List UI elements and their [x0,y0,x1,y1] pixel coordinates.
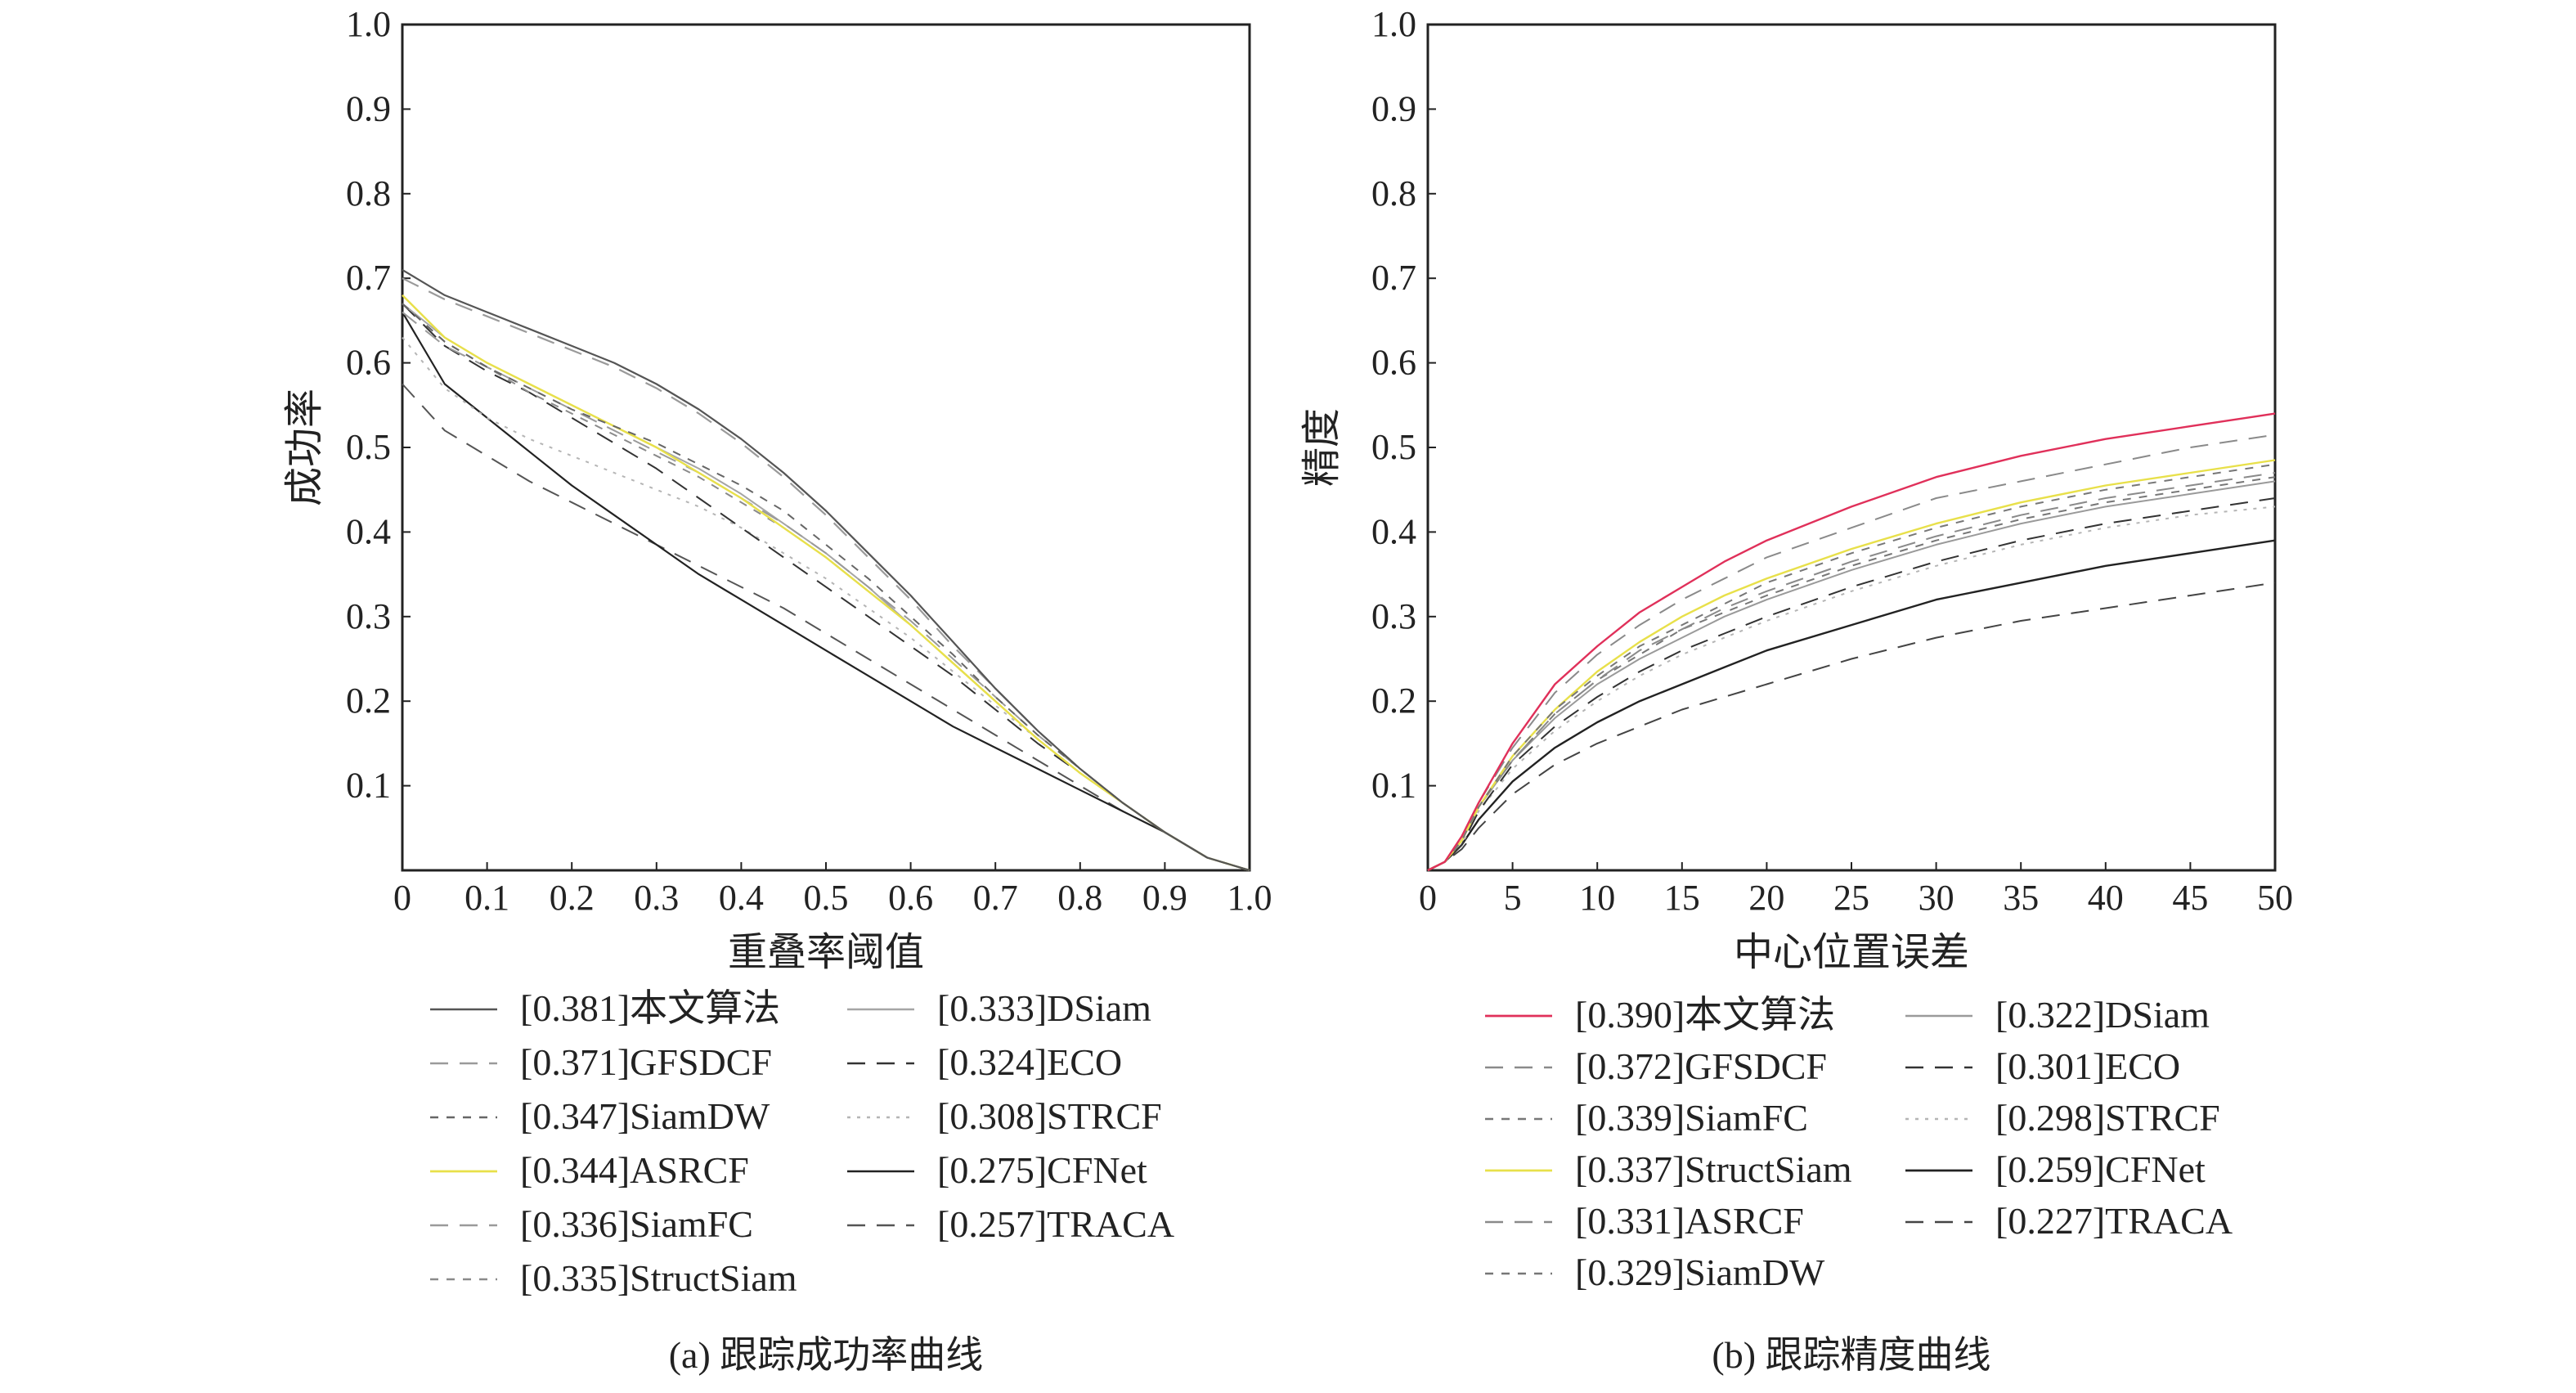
legend-label: [0.337]StructSiam [1575,1148,1852,1190]
x-tick-label: 50 [2257,878,2293,918]
chart-a: 0 0.1 0.2 0.3 0.4 0.5 0.6 0.7 0.8 0.9 1.0 0.1 0.2 0.3… [283,4,1272,1376]
chart-b-plot-area [1426,23,2277,872]
legend-label: [0.372]GFSDCF [1575,1045,1827,1087]
x-tick-label: 35 [2003,878,2039,918]
chart-a-xlabel: 重叠率阈值 [728,931,924,974]
y-tick-label: 0.4 [1371,511,1416,551]
chart-b-legend: [0.390]本文算法 [0.372]GFSDCF [0.339]SiamFC [0.… [1485,994,2233,1293]
legend-label: [0.322]DSiam [1995,994,2210,1036]
series-line [402,268,1250,872]
legend-label: [0.371]GFSDCF [520,1041,772,1083]
chart-a-plot-area [401,23,1251,872]
x-tick-label: 10 [1579,878,1615,918]
x-tick-label: 45 [2172,878,2208,918]
x-tick-label: 0.2 [550,878,595,918]
chart-b-ticks: 0 5 10 15 20 25 30 35 40 45 50 0.1 0.2 0.3 0.4 0.5 0.6 0.… [1371,4,2293,918]
series-line [402,303,1250,871]
legend-label: [0.381]本文算法 [520,987,780,1029]
y-tick-label: 0.6 [346,343,391,383]
series-line [402,294,1250,872]
y-tick-label: 0.8 [1371,173,1416,213]
series-line [402,336,1250,871]
x-tick-label: 0.6 [888,878,933,918]
legend-label: [0.339]SiamFC [1575,1097,1808,1139]
series-line [1427,412,2276,872]
legend-label: [0.344]ASRCF [520,1149,749,1191]
legend-label: [0.329]SiamDW [1575,1251,1825,1293]
y-tick-label: 1.0 [1371,4,1416,44]
y-tick-label: 0.1 [1371,766,1416,806]
y-tick-label: 0.2 [1371,681,1416,721]
legend-label: [0.308]STRCF [937,1095,1162,1137]
x-tick-label: 0 [393,878,411,918]
x-tick-label: 0.1 [464,878,509,918]
series-line [402,312,1250,872]
x-tick-label: 25 [1833,878,1869,918]
y-tick-label: 0.2 [346,681,391,721]
x-tick-label: 0.7 [973,878,1018,918]
chart-a-legend: [0.381]本文算法 [0.371]GFSDCF [0.347]SiamDW [0.… [430,987,1174,1299]
x-tick-label: 0.3 [634,878,679,918]
series-line [1427,582,2276,871]
x-tick-label: 15 [1664,878,1700,918]
x-tick-label: 40 [2088,878,2124,918]
y-tick-label: 0.9 [1371,88,1416,128]
y-tick-label: 0.3 [346,596,391,636]
legend-label: [0.331]ASRCF [1575,1200,1804,1242]
legend-label: [0.324]ECO [937,1041,1122,1083]
y-tick-label: 0.4 [346,511,391,551]
chart-b-ylabel: 精度 [1300,408,1344,487]
legend-label: [0.257]TRACA [937,1203,1174,1245]
chart-a-ticks: 0 0.1 0.2 0.3 0.4 0.5 0.6 0.7 0.8 0.9 1.0 0.1 0.2 0.3… [346,4,1272,918]
chart-a-caption: (a) 跟踪成功率曲线 [669,1334,984,1376]
y-tick-label: 0.5 [1371,427,1416,467]
y-tick-label: 0.3 [1371,596,1416,636]
legend-label: [0.333]DSiam [937,987,1151,1029]
legend-label: [0.336]SiamFC [520,1203,753,1245]
x-tick-label: 0.9 [1142,878,1187,918]
chart-b: 0 5 10 15 20 25 30 35 40 45 50 0.1 0.2 0.3 0.4 0.5 0.6 0.… [1300,4,2293,1376]
x-tick-label: 0.5 [804,878,849,918]
x-tick-label: 20 [1748,878,1784,918]
legend-label: [0.298]STRCF [1995,1097,2220,1139]
x-tick-label: 5 [1504,878,1522,918]
legend-label: [0.275]CFNet [937,1149,1147,1191]
chart-b-xlabel: 中心位置误差 [1734,931,1969,974]
chart-b-series [1427,412,2276,872]
legend-label: [0.227]TRACA [1995,1200,2233,1242]
legend-label: [0.335]StructSiam [520,1257,797,1299]
y-tick-label: 0.7 [1371,258,1416,298]
legend-label: [0.301]ECO [1995,1045,2180,1087]
y-tick-label: 1.0 [346,4,391,44]
series-line [402,383,1250,871]
x-tick-label: 0.4 [719,878,764,918]
series-line [1427,539,2276,872]
y-tick-label: 0.8 [346,173,391,213]
legend-label: [0.347]SiamDW [520,1095,770,1137]
y-tick-label: 0.7 [346,258,391,298]
series-line [1427,463,2276,871]
x-tick-label: 0.8 [1057,878,1102,918]
x-tick-label: 0 [1419,878,1437,918]
y-tick-label: 0.5 [346,427,391,467]
x-tick-label: 1.0 [1227,878,1272,918]
series-line [1427,497,2276,871]
legend-label: [0.259]CFNet [1995,1148,2206,1190]
chart-a-ylabel: 成功率 [283,389,326,506]
y-tick-label: 0.9 [346,88,391,128]
legend-label: [0.390]本文算法 [1575,994,1835,1036]
y-tick-label: 0.6 [1371,343,1416,383]
chart-b-caption: (b) 跟踪精度曲线 [1712,1334,1990,1376]
y-tick-label: 0.1 [346,766,391,806]
chart-a-series [402,268,1250,872]
x-tick-label: 30 [1919,878,1954,918]
